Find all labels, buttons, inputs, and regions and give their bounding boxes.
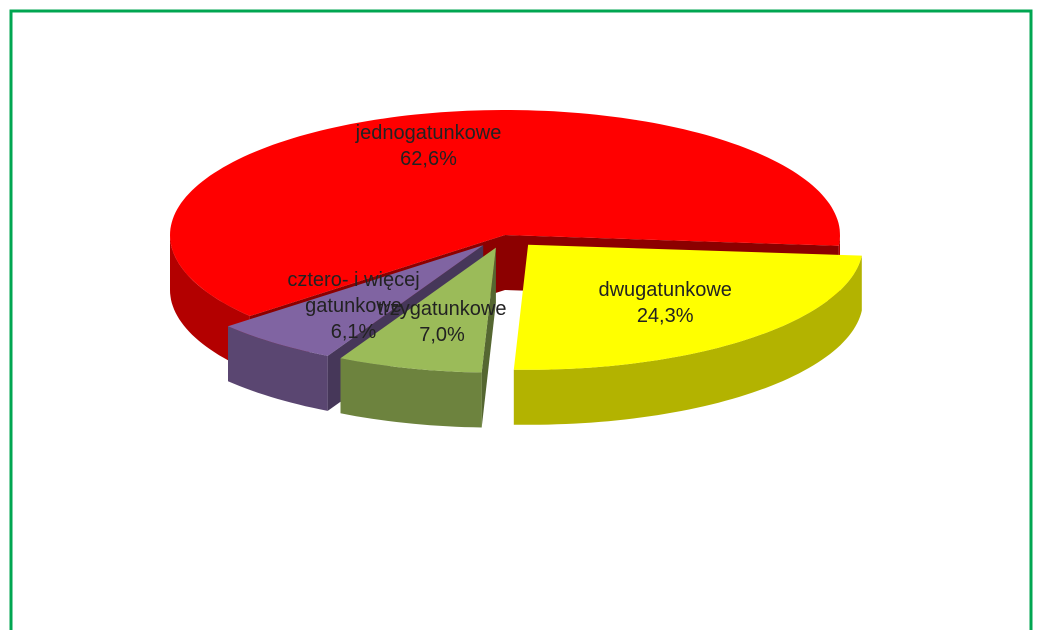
label-name: cztero- i więcej gatunkowe xyxy=(287,268,420,317)
slice-wall xyxy=(340,358,482,428)
slice-side xyxy=(481,247,496,428)
label-value: 6,1% xyxy=(330,320,377,343)
label-value: 24,3% xyxy=(636,305,694,328)
label-name: dwugatunkowe xyxy=(598,279,732,302)
slice xyxy=(170,110,840,316)
data-label: dwugatunkowe 24,3% xyxy=(565,277,765,329)
frame xyxy=(9,9,1033,630)
label-name: trzygatunkowe xyxy=(377,298,507,321)
data-label: trzygatunkowe 7,0% xyxy=(342,296,542,348)
slice xyxy=(228,245,484,356)
slice-wall xyxy=(513,255,862,425)
label-value: 7,0% xyxy=(419,324,465,347)
label-name: jednogatunkowe xyxy=(355,121,502,144)
slice xyxy=(340,247,496,373)
slice xyxy=(513,244,862,370)
label-value: 62,6% xyxy=(400,147,457,170)
data-label: jednogatunkowe 62,6% xyxy=(329,120,529,172)
slice-wall xyxy=(228,326,328,411)
data-label: cztero- i więcej gatunkowe 6,1% xyxy=(274,267,434,345)
